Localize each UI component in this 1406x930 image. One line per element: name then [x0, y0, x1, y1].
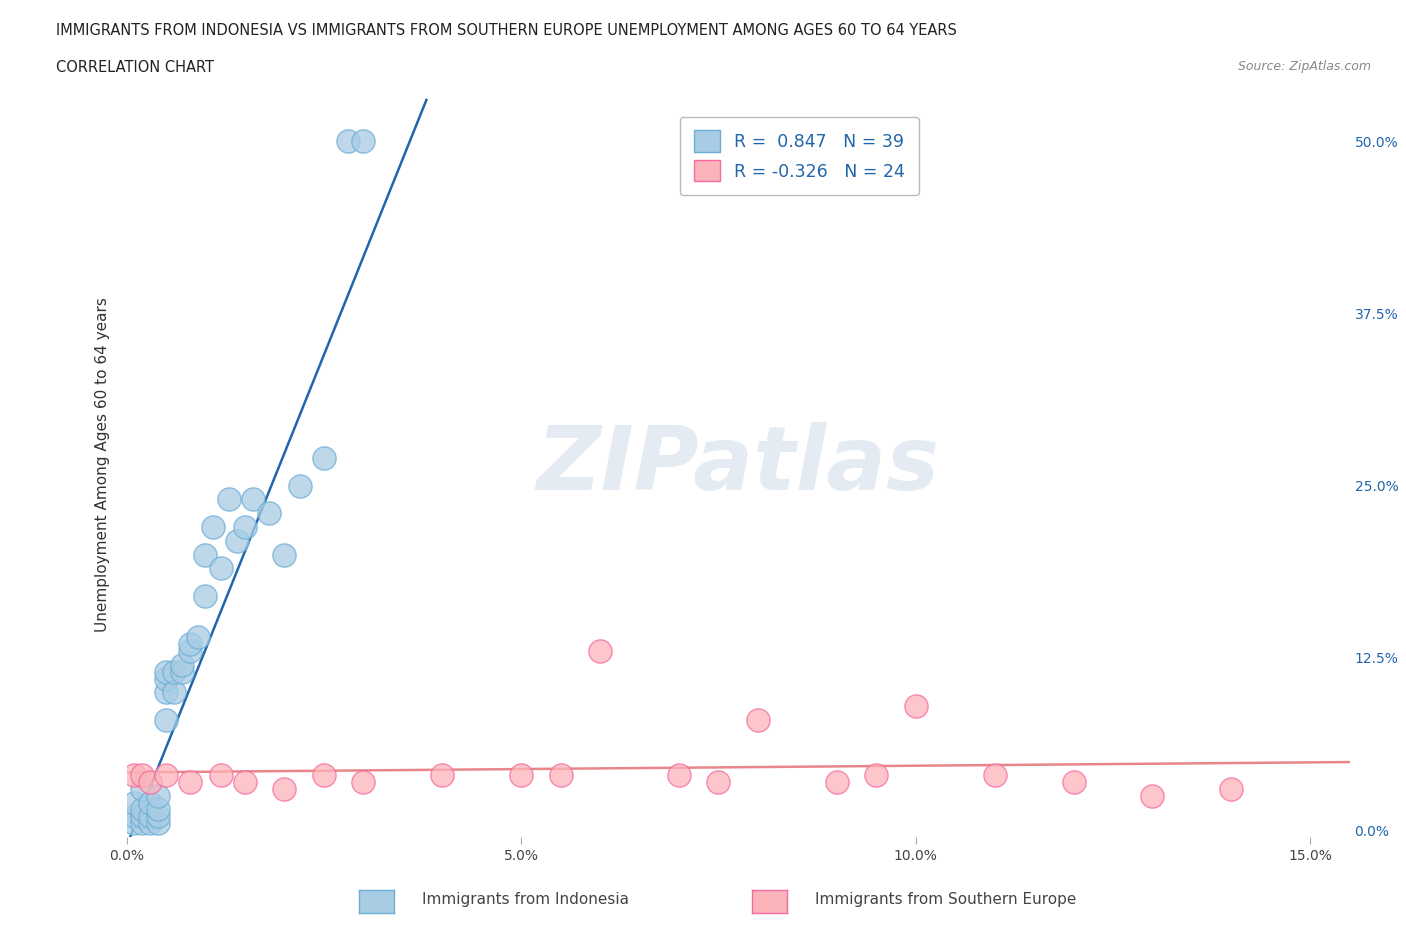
Immigrants from Southern Europe [312, 767, 335, 782]
Immigrants from Southern Europe [747, 712, 769, 727]
Immigrants from Indonesia [226, 533, 249, 548]
Immigrants from Indonesia [124, 809, 146, 824]
Immigrants from Southern Europe [707, 775, 730, 790]
Immigrants from Southern Europe [904, 698, 927, 713]
Immigrants from Southern Europe [589, 644, 612, 658]
Immigrants from Indonesia [352, 134, 374, 149]
Immigrants from Indonesia [146, 809, 169, 824]
Immigrants from Indonesia [139, 816, 162, 830]
Immigrants from Indonesia [155, 684, 177, 699]
Immigrants from Indonesia [257, 506, 280, 521]
Immigrants from Southern Europe [825, 775, 848, 790]
Immigrants from Indonesia [163, 664, 186, 679]
Immigrants from Indonesia [202, 520, 225, 535]
Immigrants from Indonesia [312, 451, 335, 466]
Text: ZIPatlas: ZIPatlas [537, 421, 939, 509]
Immigrants from Southern Europe [139, 775, 162, 790]
Immigrants from Indonesia [288, 478, 311, 493]
Immigrants from Indonesia [187, 630, 209, 644]
Immigrants from Southern Europe [550, 767, 572, 782]
Immigrants from Indonesia [155, 712, 177, 727]
Immigrants from Indonesia [336, 134, 359, 149]
Immigrants from Southern Europe [1220, 781, 1243, 796]
Immigrants from Southern Europe [432, 767, 454, 782]
Text: CORRELATION CHART: CORRELATION CHART [56, 60, 214, 75]
Immigrants from Indonesia [139, 809, 162, 824]
Immigrants from Indonesia [146, 816, 169, 830]
Immigrants from Indonesia [179, 637, 201, 652]
Immigrants from Indonesia [163, 684, 186, 699]
Immigrants from Southern Europe [865, 767, 887, 782]
Immigrants from Indonesia [218, 492, 240, 507]
Text: Immigrants from Indonesia: Immigrants from Indonesia [422, 892, 628, 907]
Text: Immigrants from Southern Europe: Immigrants from Southern Europe [815, 892, 1077, 907]
Immigrants from Southern Europe [1063, 775, 1085, 790]
Immigrants from Indonesia [124, 816, 146, 830]
Immigrants from Southern Europe [124, 767, 146, 782]
Immigrants from Indonesia [146, 789, 169, 804]
Immigrants from Southern Europe [352, 775, 374, 790]
Immigrants from Southern Europe [179, 775, 201, 790]
Immigrants from Indonesia [170, 664, 193, 679]
Immigrants from Indonesia [273, 547, 295, 562]
Text: IMMIGRANTS FROM INDONESIA VS IMMIGRANTS FROM SOUTHERN EUROPE UNEMPLOYMENT AMONG : IMMIGRANTS FROM INDONESIA VS IMMIGRANTS … [56, 23, 957, 38]
Immigrants from Indonesia [131, 809, 153, 824]
Immigrants from Indonesia [179, 644, 201, 658]
Immigrants from Southern Europe [668, 767, 690, 782]
Immigrants from Southern Europe [209, 767, 232, 782]
Immigrants from Indonesia [155, 671, 177, 686]
Immigrants from Indonesia [146, 802, 169, 817]
Immigrants from Southern Europe [233, 775, 256, 790]
Immigrants from Southern Europe [155, 767, 177, 782]
Text: Source: ZipAtlas.com: Source: ZipAtlas.com [1237, 60, 1371, 73]
Legend: R =  0.847   N = 39, R = -0.326   N = 24: R = 0.847 N = 39, R = -0.326 N = 24 [681, 116, 918, 195]
Immigrants from Southern Europe [1142, 789, 1164, 804]
Immigrants from Indonesia [233, 520, 256, 535]
Y-axis label: Unemployment Among Ages 60 to 64 years: Unemployment Among Ages 60 to 64 years [94, 298, 110, 632]
Immigrants from Indonesia [194, 547, 217, 562]
Immigrants from Indonesia [139, 795, 162, 810]
Immigrants from Southern Europe [131, 767, 153, 782]
Immigrants from Southern Europe [273, 781, 295, 796]
Immigrants from Indonesia [242, 492, 264, 507]
Immigrants from Indonesia [124, 795, 146, 810]
Immigrants from Indonesia [209, 561, 232, 576]
Immigrants from Indonesia [170, 658, 193, 672]
Immigrants from Indonesia [155, 664, 177, 679]
Immigrants from Indonesia [131, 781, 153, 796]
Immigrants from Indonesia [131, 802, 153, 817]
Immigrants from Southern Europe [510, 767, 533, 782]
Immigrants from Indonesia [194, 589, 217, 604]
Immigrants from Southern Europe [983, 767, 1005, 782]
Immigrants from Indonesia [131, 816, 153, 830]
